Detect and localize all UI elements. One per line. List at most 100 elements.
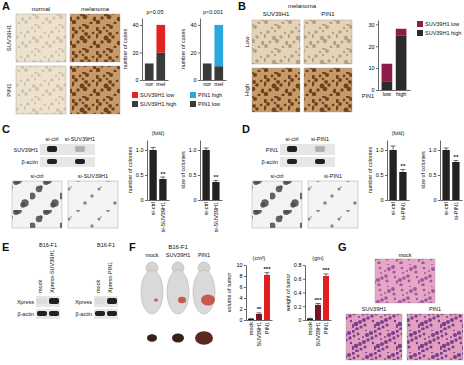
label: PIN1: [429, 306, 441, 312]
x-tick: PIN1: [323, 320, 329, 334]
x-tick-label: si-PIN1: [453, 202, 459, 220]
bar-segment: [396, 29, 407, 36]
label: B16-F1: [97, 242, 115, 248]
y-tick-mark: [376, 90, 378, 91]
bar: [442, 150, 449, 200]
y-axis: 00.51.0: [429, 141, 441, 204]
error-bar: [444, 148, 449, 150]
y-axis: 02040: [132, 19, 142, 84]
legend-label: SUV39H1 low: [425, 21, 459, 27]
y-tick-label: 0: [239, 317, 242, 323]
error-bar: [391, 146, 396, 150]
figure-container: AnormalmelanomaSUV39H1PIN1BmelanomaSUV39…: [0, 0, 464, 365]
label: SUV39H1: [263, 11, 290, 17]
label: melanoma: [288, 3, 317, 9]
y-tick: 0: [380, 197, 387, 203]
y-tick-mark: [198, 175, 200, 176]
y-tick: 0.5: [136, 172, 147, 178]
western-blot: [40, 144, 95, 167]
y-tick: 0: [193, 77, 200, 83]
y-axis-line: [378, 21, 379, 91]
y-axis: 0 20 40: [190, 19, 200, 84]
label: SUV39H1: [166, 252, 190, 258]
blot-band: [287, 159, 297, 164]
y-tick-label: 0.5: [136, 172, 144, 178]
error-cap: [308, 318, 313, 319]
legend-label: SUV39H1 low: [140, 92, 174, 98]
tumor-photo: [172, 334, 184, 343]
bar-segment: [382, 64, 393, 82]
y-tick: 0: [135, 77, 142, 83]
label: mock: [398, 252, 411, 258]
blot-band: [315, 159, 325, 164]
mouse-tumor: [201, 294, 215, 305]
chart-title: (fold): [392, 130, 405, 136]
y-tick: 0.5: [189, 172, 200, 178]
y-tick-mark: [303, 279, 305, 280]
band-label: β-actin: [75, 311, 92, 317]
error-bar: [204, 148, 209, 150]
blot-band: [107, 311, 117, 316]
x-axis: si-ctrlsi-SUV39H1: [148, 200, 170, 232]
significance: **: [454, 154, 459, 160]
plot-marks: [149, 148, 166, 201]
bar-segment: [214, 66, 223, 80]
y-tick: 1.0: [136, 147, 147, 153]
micrograph: [70, 14, 120, 62]
y-axis-title: weight of tumor: [285, 274, 291, 313]
y-tick-mark: [244, 298, 246, 299]
legend-label: SUV39H1 high: [140, 101, 176, 107]
x-tick-label: mock: [248, 322, 254, 335]
y-axis: 00.51.0: [189, 141, 201, 204]
label: si-PIN1: [324, 173, 342, 179]
x-axis: si-ctrlsi-PIN1: [441, 200, 463, 220]
error-cap: [257, 312, 262, 313]
legend-swatch: [132, 92, 138, 98]
mouse-body: [167, 270, 189, 314]
y-tick: 1.0: [376, 147, 387, 153]
y-tick-label: 8: [239, 273, 242, 279]
legend-swatch: [417, 21, 423, 27]
y-axis-title: number of colonies: [367, 147, 373, 194]
y-tick-mark: [140, 80, 142, 81]
significance: ***: [314, 297, 322, 303]
y-tick-label: 40: [190, 22, 196, 28]
western-blot: [94, 296, 118, 319]
x-tick: nor: [145, 80, 153, 87]
micrograph: [16, 14, 66, 62]
x-tick: mel: [214, 80, 223, 87]
y-axis-title: number of cases: [122, 28, 128, 69]
label: SUV39H1: [6, 24, 12, 51]
legend-label: SUV39H1 high: [425, 30, 461, 36]
y-axis: 0102030: [368, 21, 378, 94]
label: si-SUV39H1: [78, 173, 108, 179]
y-tick-label: 0.4: [294, 290, 302, 296]
x-axis-title: PIN1: [362, 93, 374, 99]
blot-band: [37, 298, 47, 304]
histology-image: [346, 314, 402, 360]
plot-marks: [389, 146, 406, 200]
error-bar: [213, 181, 218, 183]
p-value: p<0.05: [147, 9, 164, 15]
y-tick-mark: [198, 52, 200, 53]
mouse-body: [193, 270, 215, 314]
legend-label: PIN1 low: [198, 101, 220, 107]
y-tick-label: 0.5: [429, 172, 437, 178]
x-tick-label: SUV39H1: [256, 322, 262, 346]
band-label: SUV39H1: [14, 147, 38, 153]
y-tick-label: 0.5: [376, 172, 384, 178]
legend-swatch: [190, 92, 196, 98]
label: PIN1: [198, 252, 210, 258]
micrograph: [70, 66, 120, 114]
bar: [389, 150, 396, 200]
mouse-body: [141, 270, 163, 314]
y-axis-title: volume of tumor: [226, 273, 232, 313]
error-stem: [393, 146, 394, 150]
colony-image: [308, 181, 358, 228]
blot-band: [75, 146, 85, 152]
y-tick: 2: [239, 306, 246, 312]
y-tick: 20: [190, 50, 200, 56]
y-tick-mark: [145, 175, 147, 176]
y-tick: 0: [193, 197, 200, 203]
x-tick-label: si-SUV39H1: [160, 202, 166, 232]
